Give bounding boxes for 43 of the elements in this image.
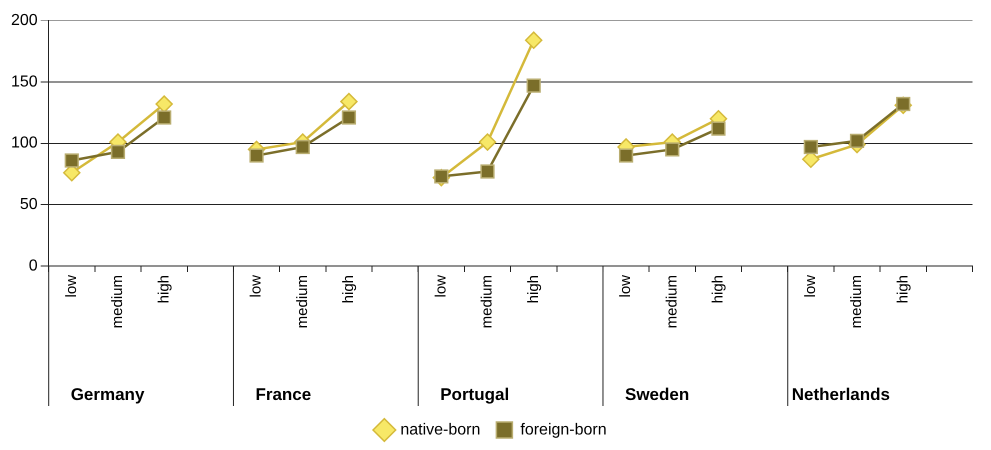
x-tick-label: low xyxy=(617,274,634,298)
point xyxy=(296,140,310,154)
x-tick-label: low xyxy=(248,274,265,298)
point xyxy=(850,134,864,148)
point xyxy=(478,133,496,151)
y-tick-label: 150 xyxy=(10,73,38,90)
text: Portugal xyxy=(440,385,510,404)
x-tick-label: medium xyxy=(109,275,126,328)
point xyxy=(249,148,264,163)
text: Sweden xyxy=(624,385,690,404)
x-tick-label: high xyxy=(710,275,727,304)
x-tick-label: low xyxy=(432,274,450,298)
x-tick-label: medium xyxy=(478,275,496,328)
point xyxy=(524,31,542,49)
y-tick-label: 100 xyxy=(10,134,38,152)
point xyxy=(110,144,126,160)
x-tick-label: low xyxy=(62,274,80,298)
point xyxy=(157,110,172,125)
x-tick-label: high xyxy=(155,275,172,304)
text: Netherlands xyxy=(792,385,890,404)
point xyxy=(665,142,680,157)
x-tick-label: medium xyxy=(848,275,866,328)
point xyxy=(342,110,356,125)
x-tick-label: high xyxy=(524,275,542,304)
legend-label: foreign-born xyxy=(520,421,607,438)
point xyxy=(480,164,495,179)
point xyxy=(526,78,541,93)
text: Germany xyxy=(70,385,145,404)
point xyxy=(340,92,358,110)
y-tick-label: 50 xyxy=(20,196,38,214)
point xyxy=(618,148,634,163)
point xyxy=(64,153,79,168)
x-tick-label: medium xyxy=(294,275,311,328)
x-tick-label: high xyxy=(894,275,912,304)
x-tick-label: medium xyxy=(663,275,680,328)
x-tick-label: low xyxy=(802,274,819,298)
y-tick-label: 200 xyxy=(10,12,38,30)
y-tick-label: 0 xyxy=(28,257,38,274)
point xyxy=(804,140,818,154)
x-tick-label: high xyxy=(340,275,358,304)
text: France xyxy=(255,385,312,404)
legend-label: native-born xyxy=(400,421,480,438)
point xyxy=(711,121,726,136)
